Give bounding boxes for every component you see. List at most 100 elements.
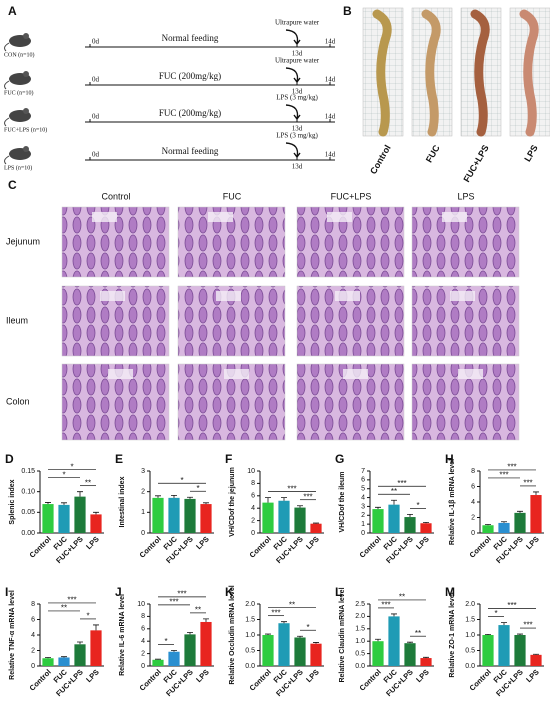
significance-label: **: [61, 604, 67, 613]
error-bar: [485, 524, 491, 526]
bar: [388, 504, 400, 533]
error-bar: [313, 522, 319, 524]
y-tick-label: 5: [361, 486, 365, 493]
panel-label: C: [8, 178, 17, 192]
y-tick-label: 2: [141, 650, 145, 657]
treatment: Normal feeding: [162, 33, 219, 43]
significance-label: ***: [381, 601, 390, 610]
bar: [514, 512, 526, 533]
panel-label: J: [115, 585, 122, 599]
significance-label: *: [196, 484, 199, 493]
y-tick-label: 0: [141, 663, 145, 670]
significance-label: ***: [177, 589, 186, 598]
mouse-icon: [4, 33, 31, 52]
bar: [372, 641, 384, 666]
y-tick-label: 3: [141, 468, 145, 475]
column-header: FUC+LPS: [331, 191, 372, 201]
bar: [200, 621, 212, 666]
panel-label: H: [445, 452, 454, 466]
bar: [388, 616, 400, 666]
error-bar: [265, 497, 271, 503]
error-bar: [423, 521, 429, 524]
significance-label: ***: [523, 479, 532, 488]
y-tick-label: 4: [251, 505, 255, 512]
y-tick-label: 8: [31, 601, 35, 608]
histology-lumen: [343, 369, 368, 379]
error-bar: [281, 497, 287, 501]
panel-label: L: [335, 585, 342, 599]
significance-label: ***: [67, 596, 76, 605]
y-tick-label: 2.0: [465, 601, 475, 608]
significance-label: *: [306, 623, 309, 632]
bar: [262, 635, 274, 666]
challenge: LPS (3 mg/kg): [276, 132, 318, 140]
bar: [74, 644, 86, 666]
challenge: Ultrapure water: [275, 19, 320, 27]
y-axis-title: Intestinal index: [119, 476, 126, 527]
arrow: [285, 29, 301, 46]
significance-label: *: [70, 462, 73, 471]
error-bar: [533, 653, 539, 655]
error-bar: [203, 502, 209, 505]
x-tick-label: LPS: [194, 534, 211, 551]
group-label: FUC (n=10): [4, 89, 34, 96]
x-tick-label: LPS: [524, 667, 541, 684]
group-label: FUC+LPS (n=10): [4, 126, 47, 133]
x-tick-label: Control: [468, 534, 493, 559]
significance-label: **: [85, 478, 91, 487]
mouse-icon: [4, 146, 31, 165]
y-tick-label: 7: [361, 468, 365, 475]
y-tick-label: 1.5: [355, 626, 365, 633]
y-axis-title: Relative Occludin mRNA level: [229, 585, 236, 684]
bar: [482, 635, 494, 666]
error-bar: [77, 641, 83, 645]
error-bar: [423, 656, 429, 659]
bar: [42, 658, 54, 666]
error-bar: [171, 650, 177, 652]
significance-label: ***: [397, 479, 406, 488]
bar: [482, 525, 494, 533]
y-tick-label: 4: [471, 499, 475, 506]
bar: [90, 514, 102, 533]
y-tick-label: 2: [471, 514, 475, 521]
mouse-icon: [4, 108, 31, 127]
histology-lumen: [224, 369, 249, 379]
bar: [420, 523, 432, 533]
histology-lumen: [100, 291, 125, 301]
y-tick-label: 0.5: [355, 650, 365, 657]
column-header: Control: [101, 191, 130, 201]
column-header: LPS: [457, 191, 474, 201]
x-tick-label: Control: [248, 667, 273, 692]
bar: [278, 623, 290, 666]
bar: [58, 504, 70, 533]
bar: [310, 523, 322, 533]
treatment: FUC (200mg/kg): [159, 71, 221, 81]
treatment: FUC (200mg/kg): [159, 108, 221, 118]
day-label: 13d: [292, 50, 303, 58]
y-axis-title: Splenic index: [9, 479, 16, 524]
significance-label: *: [86, 612, 89, 621]
error-bar: [61, 502, 67, 505]
day-label: 0d: [92, 113, 100, 121]
error-bar: [517, 633, 523, 635]
row-label: Jejunum: [6, 236, 40, 246]
histology-lumen: [208, 212, 233, 222]
challenge: Ultrapure water: [275, 57, 320, 65]
y-tick-label: 0.5: [245, 647, 255, 654]
y-tick-label: 1.0: [355, 638, 365, 645]
mouse-tail: [4, 155, 10, 165]
y-tick-label: 0.0: [355, 663, 365, 670]
error-bar: [45, 657, 51, 659]
significance-label: **: [195, 605, 201, 614]
panel-label: E: [115, 452, 123, 466]
histology-lumen: [216, 291, 241, 301]
y-tick-label: 6: [141, 626, 145, 633]
significance-label: *: [416, 501, 419, 510]
x-tick-label: Control: [138, 534, 163, 559]
day-label: 0d: [92, 38, 100, 46]
y-axis-title: Relative IL-1β mRNA level: [449, 459, 456, 545]
day-label: 13d: [292, 163, 303, 171]
significance-label: ***: [169, 597, 178, 606]
x-tick-label: LPS: [84, 667, 101, 684]
bar: [498, 625, 510, 666]
